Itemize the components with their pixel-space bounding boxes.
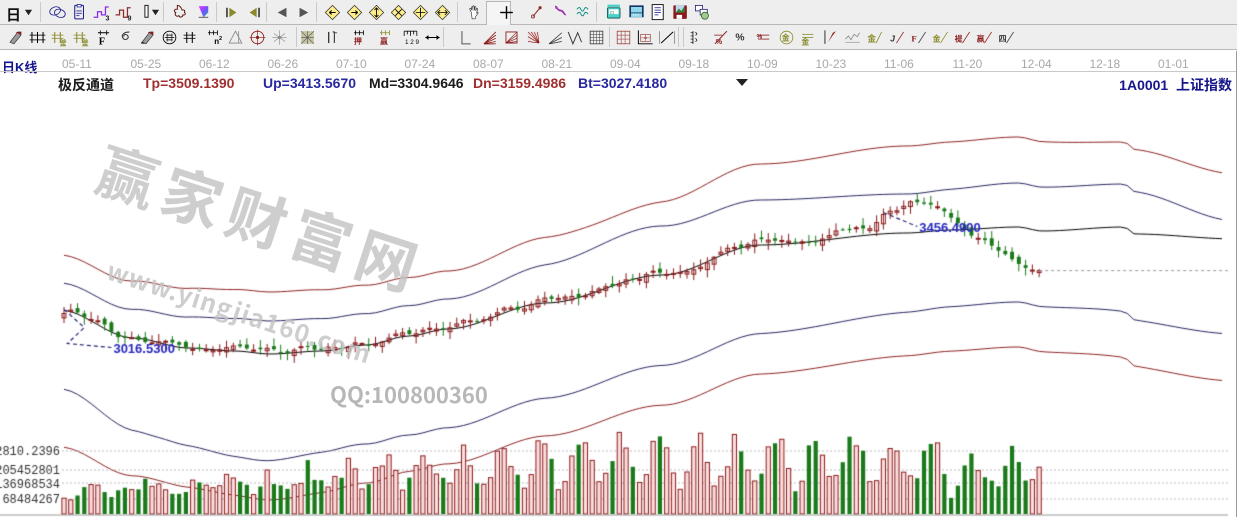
svg-text:F: F (99, 37, 105, 47)
svg-text:%: % (716, 38, 723, 46)
svg-text:金: 金 (867, 32, 876, 43)
svg-text:J: J (890, 33, 895, 43)
svg-text:金: 金 (782, 33, 790, 43)
svg-text:%: % (735, 33, 744, 44)
svg-text:金: 金 (933, 33, 941, 43)
svg-text:四: 四 (999, 34, 1007, 43)
svg-text:金: 金 (801, 37, 809, 47)
svg-text:": " (335, 32, 337, 39)
svg-text:%: % (757, 33, 763, 40)
svg-text:釜: 釜 (82, 38, 89, 47)
svg-text:押: 押 (354, 36, 362, 46)
svg-text:2: 2 (219, 36, 222, 42)
svg-text:褆: 褆 (955, 33, 963, 43)
svg-text:釜: 釜 (60, 38, 67, 47)
svg-text:赢: 赢 (977, 33, 985, 43)
svg-text:21: 21 (610, 9, 614, 14)
svg-text:9: 9 (127, 14, 131, 22)
svg-text:3: 3 (105, 14, 109, 22)
svg-text:F: F (911, 33, 916, 43)
svg-text:1 2 9: 1 2 9 (405, 39, 420, 46)
svg-text:赢: 赢 (380, 36, 388, 46)
